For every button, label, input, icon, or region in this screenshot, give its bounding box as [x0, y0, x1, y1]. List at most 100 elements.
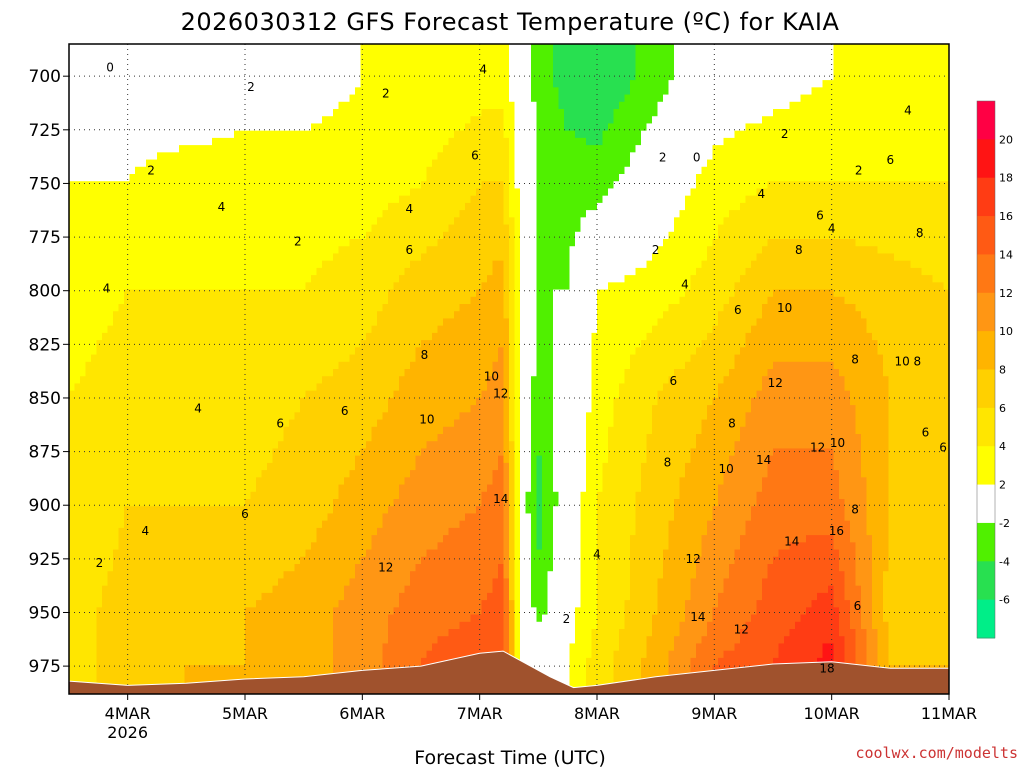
temperature-cell [322, 58, 329, 67]
temperature-cell [96, 65, 103, 74]
temperature-cell [355, 621, 362, 630]
temperature-cell [305, 318, 312, 327]
temperature-cell [327, 585, 334, 594]
temperature-cell [217, 506, 224, 515]
temperature-cell [272, 72, 279, 81]
temperature-cell [190, 260, 197, 269]
temperature-cell [206, 44, 213, 52]
temperature-cell [206, 174, 213, 182]
temperature-cell [190, 188, 197, 197]
temperature-cell [355, 636, 362, 645]
temperature-cell [179, 455, 186, 464]
temperature-cell [146, 369, 153, 377]
temperature-cell [146, 542, 153, 551]
temperature-cell [140, 470, 147, 478]
temperature-cell [124, 592, 131, 601]
temperature-cell [272, 564, 279, 572]
temperature-cell [140, 578, 147, 587]
temperature-cell [316, 282, 323, 291]
temperature-cell [234, 123, 241, 132]
temperature-cell [212, 455, 219, 464]
temperature-cell [212, 80, 219, 88]
temperature-cell [206, 657, 213, 666]
temperature-cell [322, 65, 329, 74]
temperature-cell [245, 621, 252, 630]
temperature-cell [74, 296, 81, 305]
temperature-cell [69, 65, 76, 74]
temperature-cell [151, 152, 158, 161]
temperature-cell [300, 246, 307, 255]
temperature-cell [239, 600, 246, 608]
temperature-cell [69, 592, 76, 601]
temperature-cell [212, 499, 219, 507]
temperature-cell [135, 275, 142, 283]
temperature-cell [80, 600, 87, 608]
temperature-cell [129, 267, 136, 276]
temperature-cell [278, 44, 285, 52]
temperature-cell [195, 58, 202, 67]
temperature-cell [355, 462, 362, 471]
temperature-cell [124, 621, 131, 630]
temperature-cell [190, 159, 197, 168]
temperature-cell [344, 289, 351, 298]
temperature-cell [261, 145, 268, 153]
temperature-cell [69, 455, 76, 464]
temperature-cell [129, 195, 136, 204]
temperature-cell [102, 426, 109, 435]
temperature-cell [206, 72, 213, 81]
temperature-cell [217, 578, 224, 587]
temperature-cell [118, 499, 125, 507]
temperature-cell [146, 195, 153, 204]
temperature-cell [135, 672, 142, 681]
temperature-cell [239, 643, 246, 652]
temperature-cell [118, 166, 125, 175]
temperature-cell [322, 116, 329, 125]
temperature-cell [371, 202, 378, 211]
temperature-cell [179, 260, 186, 269]
temperature-cell [162, 571, 169, 580]
temperature-cell [333, 58, 340, 67]
temperature-cell [184, 513, 191, 522]
temperature-cell [74, 239, 81, 247]
temperature-cell [322, 130, 329, 139]
temperature-cell [184, 520, 191, 529]
temperature-cell [135, 607, 142, 616]
temperature-cell [234, 607, 241, 616]
temperature-cell [91, 477, 98, 486]
temperature-cell [195, 166, 202, 175]
temperature-cell [278, 419, 285, 428]
temperature-cell [168, 636, 175, 645]
temperature-cell [223, 231, 230, 240]
temperature-cell [129, 477, 136, 486]
temperature-cell [96, 195, 103, 204]
temperature-cell [344, 462, 351, 471]
temperature-cell [201, 289, 208, 298]
temperature-cell [333, 629, 340, 637]
temperature-cell [140, 181, 147, 190]
temperature-cell [118, 607, 125, 616]
temperature-cell [69, 484, 76, 493]
temperature-cell [360, 325, 367, 334]
temperature-cell [190, 101, 197, 110]
temperature-cell [212, 72, 219, 81]
temperature-cell [162, 578, 169, 587]
temperature-cell [217, 80, 224, 88]
temperature-cell [124, 152, 131, 161]
temperature-cell [333, 455, 340, 464]
temperature-cell [184, 44, 191, 52]
temperature-cell [223, 188, 230, 197]
temperature-cell [179, 65, 186, 74]
temperature-cell [305, 434, 312, 442]
temperature-cell [168, 412, 175, 421]
temperature-cell [239, 159, 246, 168]
temperature-cell [349, 636, 356, 645]
temperature-cell [184, 672, 191, 681]
temperature-cell [300, 376, 307, 385]
temperature-cell [349, 390, 356, 399]
temperature-cell [179, 137, 186, 146]
temperature-cell [162, 275, 169, 283]
temperature-cell [300, 665, 307, 673]
temperature-cell [184, 491, 191, 500]
temperature-cell [80, 72, 87, 81]
temperature-cell [371, 145, 378, 153]
